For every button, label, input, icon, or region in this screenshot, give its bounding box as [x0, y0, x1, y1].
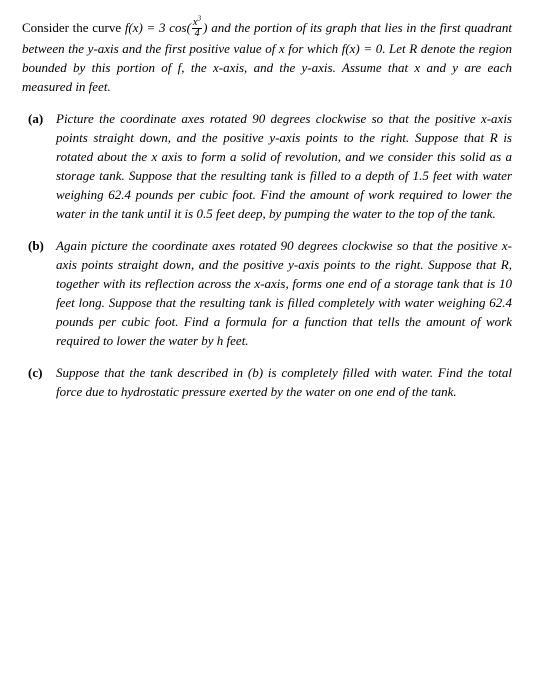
part-a-body: Picture the coordinate axes rotated 90 d… [56, 110, 512, 223]
frac-den: 4 [192, 29, 202, 39]
part-c: (c) Suppose that the tank described in (… [22, 364, 512, 402]
part-c-label: (c) [22, 364, 56, 402]
intro-paragraph: Consider the curve f(x) = 3 cos(x34) and… [22, 18, 512, 96]
part-c-body: Suppose that the tank described in (b) i… [56, 364, 512, 402]
part-b-body: Again picture the coordinate axes rotate… [56, 237, 512, 350]
fx-lhs: f(x) = 3 cos( [125, 20, 191, 35]
function-def: f(x) = 3 cos(x34) [125, 20, 208, 35]
part-a-label: (a) [22, 110, 56, 223]
fraction: x34 [192, 18, 202, 40]
part-b: (b) Again picture the coordinate axes ro… [22, 237, 512, 350]
part-b-label: (b) [22, 237, 56, 350]
page-content: Consider the curve f(x) = 3 cos(x34) and… [0, 0, 540, 434]
part-a: (a) Picture the coordinate axes rotated … [22, 110, 512, 223]
intro-pre: Consider the curve [22, 20, 125, 35]
